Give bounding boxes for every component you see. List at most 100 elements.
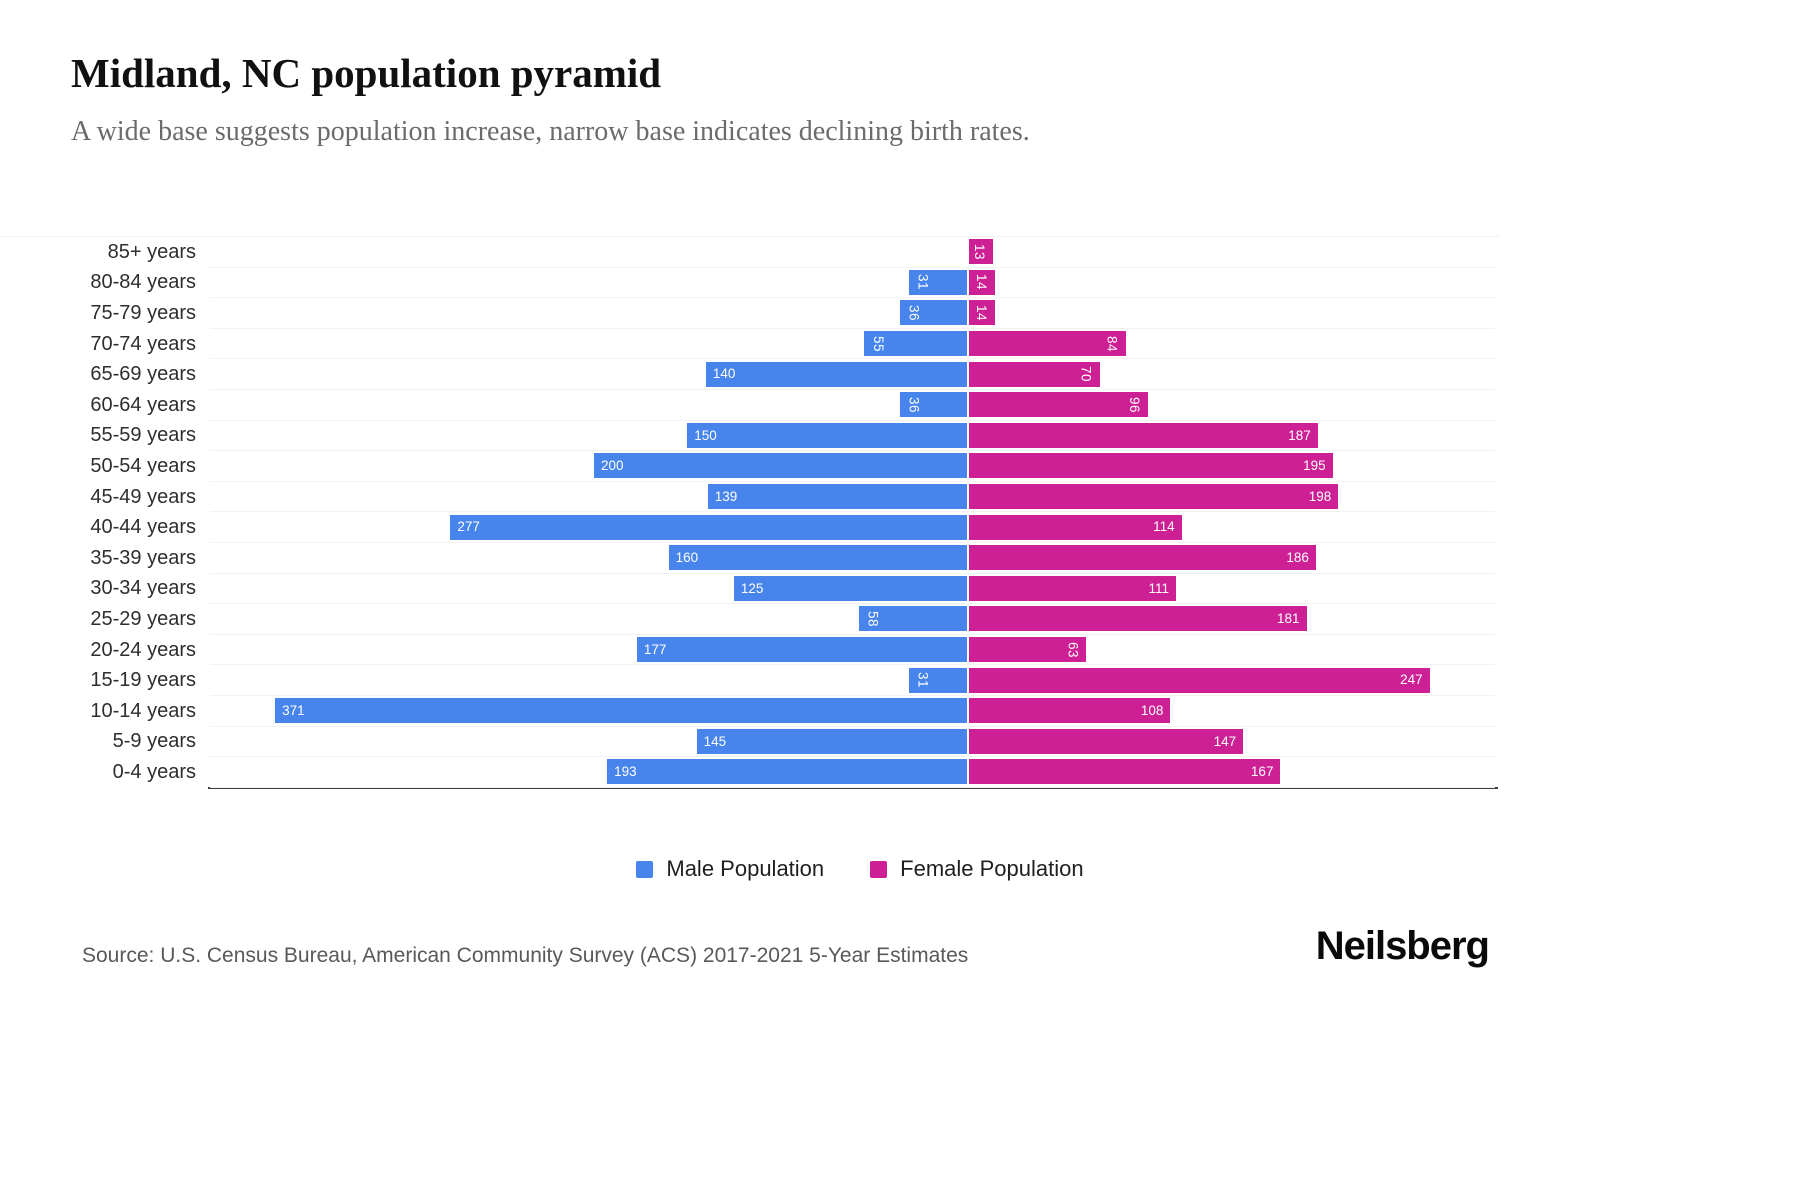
- female-bar[interactable]: 195: [969, 453, 1333, 479]
- pyramid-row: 30-34 years 125 111: [0, 574, 1500, 605]
- female-bar[interactable]: 63: [969, 637, 1087, 663]
- female-bar[interactable]: 111: [969, 575, 1176, 601]
- female-half: 14: [968, 268, 1495, 298]
- row-plot: 31 14: [210, 268, 1495, 299]
- male-bar-value-label: 200: [601, 458, 624, 474]
- female-half: 114: [968, 512, 1495, 542]
- male-half: 277: [210, 512, 968, 542]
- male-bar-value-label: 31: [915, 274, 931, 291]
- female-bar-value-label: 14: [974, 304, 990, 321]
- row-plot: 140 70: [210, 359, 1495, 390]
- female-half: 63: [968, 635, 1495, 665]
- male-legend-swatch: [636, 860, 654, 878]
- male-bar[interactable]: 371: [275, 698, 967, 724]
- female-bar[interactable]: 186: [969, 545, 1316, 571]
- male-bar[interactable]: 140: [705, 361, 967, 387]
- female-bar[interactable]: 198: [969, 484, 1339, 510]
- row-plot: 36 96: [210, 390, 1495, 421]
- female-bar-value-label: 167: [1250, 764, 1274, 780]
- age-group-label: 50-54 years: [90, 454, 196, 477]
- row-plot: 177 63: [210, 635, 1495, 666]
- male-bar[interactable]: 31: [909, 269, 967, 295]
- age-group-label: 35-39 years: [90, 546, 196, 569]
- pyramid-row: 10-14 years 371 108: [0, 696, 1500, 727]
- age-group-label: 55-59 years: [90, 424, 196, 447]
- male-half: 36: [210, 298, 968, 328]
- female-bar-value-label: 63: [1065, 641, 1081, 658]
- age-group-label: 15-19 years: [90, 669, 196, 692]
- source-text: Source: U.S. Census Bureau, American Com…: [82, 944, 969, 967]
- male-bar[interactable]: 193: [607, 759, 967, 785]
- male-bar[interactable]: 277: [450, 514, 967, 540]
- female-half: 13: [968, 237, 1495, 267]
- male-half: 140: [210, 359, 968, 389]
- male-half: [210, 237, 968, 267]
- female-half: 167: [968, 757, 1495, 787]
- female-bar[interactable]: 187: [969, 422, 1318, 448]
- male-half: 200: [210, 451, 968, 481]
- female-bar[interactable]: 13: [969, 239, 994, 265]
- pyramid-row: 15-19 years 31 247: [0, 665, 1500, 696]
- male-bar[interactable]: 58: [858, 606, 967, 632]
- legend-item-female[interactable]: Female Population: [870, 856, 1084, 882]
- female-bar[interactable]: 14: [969, 269, 996, 295]
- male-bar[interactable]: 200: [594, 453, 967, 479]
- row-plot: 277 114: [210, 512, 1495, 543]
- pyramid-row: 25-29 years 58 181: [0, 604, 1500, 635]
- pyramid-row: 20-24 years 177 63: [0, 635, 1500, 666]
- female-bar[interactable]: 84: [969, 331, 1126, 357]
- female-bar[interactable]: 247: [969, 667, 1430, 693]
- female-bar-value-label: 14: [974, 274, 990, 291]
- male-half: 150: [210, 421, 968, 451]
- female-bar[interactable]: 114: [969, 514, 1182, 540]
- female-bar[interactable]: 70: [969, 361, 1100, 387]
- age-group-label: 85+ years: [107, 240, 196, 263]
- male-half: 58: [210, 604, 968, 634]
- row-plot: 200 195: [210, 451, 1495, 482]
- male-bar[interactable]: 177: [636, 637, 967, 663]
- male-bar[interactable]: 55: [864, 331, 967, 357]
- male-bar-value-label: 160: [675, 549, 699, 565]
- pyramid-row: 70-74 years 55 84: [0, 329, 1500, 360]
- female-bar[interactable]: 181: [969, 606, 1307, 632]
- female-half: 111: [968, 574, 1495, 604]
- female-half: 195: [968, 451, 1495, 481]
- female-bar-value-label: 186: [1286, 549, 1309, 565]
- age-group-label: 75-79 years: [90, 301, 196, 324]
- female-half: 147: [968, 727, 1495, 757]
- male-half: 31: [210, 268, 968, 298]
- male-bar[interactable]: 139: [707, 484, 967, 510]
- male-bar-value-label: 371: [282, 702, 305, 718]
- row-plot: 13: [210, 237, 1495, 268]
- population-pyramid-chart: 85+ years 13 80-84 years 31 14 75-79 years 36 1…: [0, 236, 1500, 789]
- row-plot: 36 14: [210, 298, 1495, 329]
- male-half: 125: [210, 574, 968, 604]
- female-bar[interactable]: 96: [969, 392, 1149, 418]
- male-bar[interactable]: 36: [899, 392, 967, 418]
- legend-item-male[interactable]: Male Population: [636, 856, 824, 882]
- male-bar[interactable]: 150: [687, 422, 967, 448]
- female-bar[interactable]: 167: [969, 759, 1281, 785]
- female-half: 186: [968, 543, 1495, 573]
- pyramid-row: 50-54 years 200 195: [0, 451, 1500, 482]
- row-plot: 125 111: [210, 574, 1495, 605]
- female-bar[interactable]: 14: [969, 300, 996, 326]
- x-axis-line: [208, 786, 1498, 789]
- pyramid-row: 75-79 years 36 14: [0, 298, 1500, 329]
- female-bar[interactable]: 108: [969, 698, 1171, 724]
- male-bar[interactable]: 36: [899, 300, 967, 326]
- row-plot: 55 84: [210, 329, 1495, 360]
- female-half: 70: [968, 359, 1495, 389]
- male-half: 139: [210, 482, 968, 512]
- female-half: 14: [968, 298, 1495, 328]
- pyramid-row: 0-4 years 193 167: [0, 757, 1500, 788]
- pyramid-row: 60-64 years 36 96: [0, 390, 1500, 421]
- female-bar[interactable]: 147: [969, 728, 1244, 754]
- male-bar[interactable]: 145: [696, 728, 967, 754]
- male-bar[interactable]: 31: [909, 667, 967, 693]
- row-plot: 145 147: [210, 727, 1495, 758]
- female-bar-value-label: 96: [1127, 396, 1143, 413]
- female-bar-value-label: 187: [1288, 427, 1311, 443]
- male-bar[interactable]: 160: [668, 545, 967, 571]
- male-bar[interactable]: 125: [733, 575, 967, 601]
